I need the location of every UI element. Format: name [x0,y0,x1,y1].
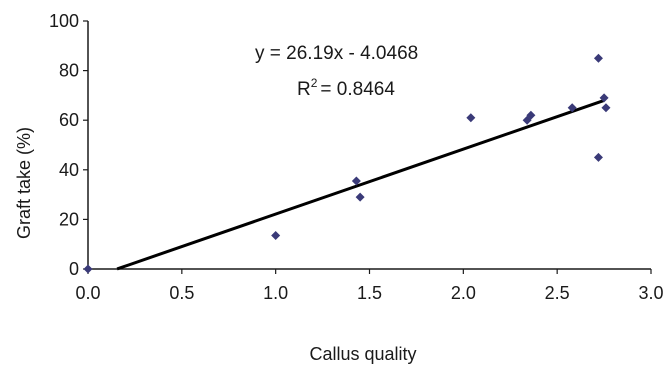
data-point [526,110,536,120]
data-point [593,152,603,162]
y-tick-label: 80 [59,61,79,81]
x-axis-title: Callus quality [309,344,416,364]
tick-marks [83,20,652,274]
x-tick-label: 3.0 [638,283,663,303]
r-squared-label: R2 = 0.8464 [297,76,395,100]
data-point [83,264,93,274]
data-point [355,192,365,202]
x-tick-labels: 0.0 0.5 1.0 1.5 2.0 2.5 3.0 [75,283,663,303]
y-tick-label: 0 [69,259,79,279]
trendline-equation: y = 26.19x - 4.0468 [255,43,418,64]
r-squared-base: R [297,79,311,100]
y-tick-label: 100 [49,11,79,31]
y-tick-label: 60 [59,110,79,130]
trendline [116,99,605,271]
r-squared-value: = 0.8464 [320,79,395,100]
data-points [83,53,611,274]
r-squared-exponent: 2 [311,76,318,90]
x-tick-label: 0.5 [169,283,194,303]
y-tick-label: 20 [59,209,79,229]
data-point [466,113,476,123]
data-point [599,93,609,103]
data-point [601,103,611,113]
x-tick-label: 0.0 [75,283,100,303]
x-tick-label: 2.5 [545,283,570,303]
data-point [593,53,603,63]
data-point [351,176,361,186]
y-tick-labels: 0 20 40 60 80 100 [49,11,79,279]
data-point [567,103,577,113]
x-tick-label: 2.0 [451,283,476,303]
x-tick-label: 1.0 [263,283,288,303]
y-axis-title: Graft take (%) [14,127,34,239]
data-point [271,231,281,241]
trendline-layer [116,99,605,271]
x-tick-label: 1.5 [357,283,382,303]
y-tick-label: 40 [59,160,79,180]
